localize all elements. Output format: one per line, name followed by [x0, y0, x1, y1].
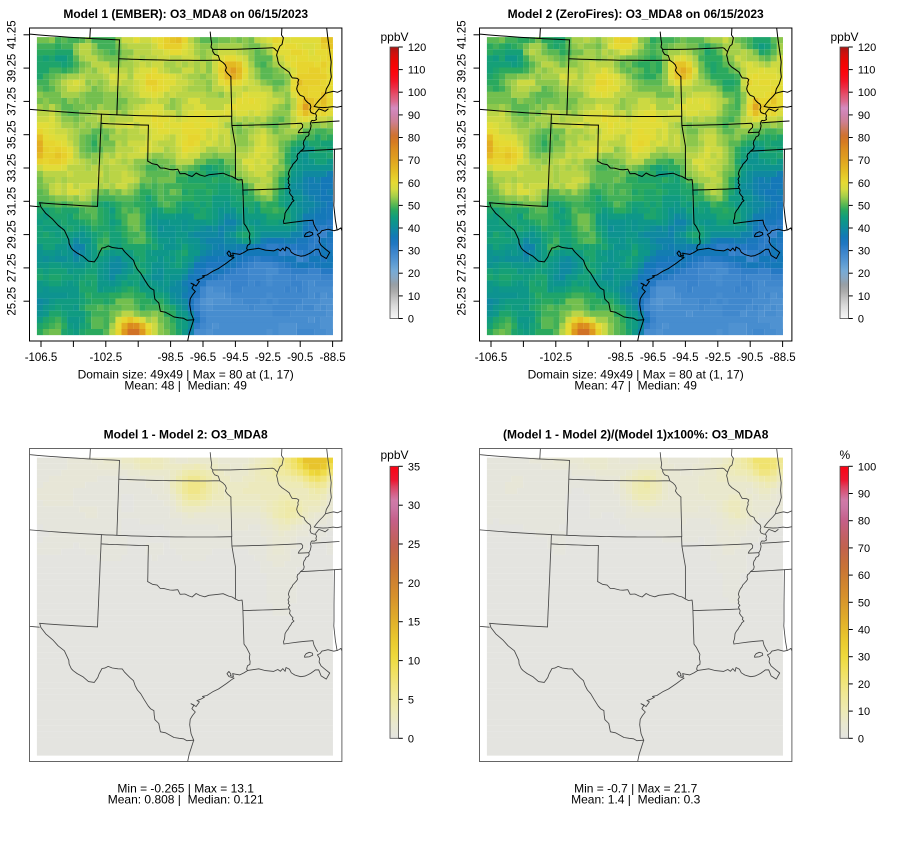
svg-text:37.25: 37.25: [7, 87, 19, 116]
svg-text:110: 110: [858, 65, 876, 77]
svg-text:80: 80: [858, 516, 870, 528]
svg-text:-94.5: -94.5: [672, 352, 698, 364]
svg-text:80: 80: [858, 133, 870, 145]
svg-text:10: 10: [858, 706, 870, 718]
svg-text:33.25: 33.25: [457, 154, 469, 183]
svg-text:25: 25: [408, 539, 420, 551]
svg-text:70: 70: [858, 155, 870, 167]
svg-text:-88.5: -88.5: [319, 352, 345, 364]
svg-text:-106.5: -106.5: [475, 352, 508, 364]
svg-text:50: 50: [858, 597, 870, 609]
svg-text:40: 40: [408, 223, 420, 235]
svg-text:20: 20: [408, 578, 420, 590]
svg-text:70: 70: [858, 543, 870, 555]
svg-text:0: 0: [408, 314, 414, 326]
svg-text:0: 0: [408, 733, 414, 745]
svg-text:60: 60: [858, 570, 870, 582]
svg-text:-102.5: -102.5: [89, 352, 122, 364]
svg-text:31.25: 31.25: [7, 187, 19, 216]
svg-text:Domain size: 49x49 | Max = 80: Domain size: 49x49 | Max = 80 at (1, 17): [528, 367, 744, 381]
svg-text:10: 10: [408, 291, 420, 303]
svg-text:90: 90: [408, 110, 420, 122]
svg-text:37.25: 37.25: [457, 87, 469, 116]
svg-text:5: 5: [408, 694, 414, 706]
svg-text:Domain size: 49x49 | Max = 80: Domain size: 49x49 | Max = 80 at (1, 17): [78, 367, 294, 381]
svg-text:%: %: [840, 448, 851, 462]
svg-text:27.25: 27.25: [457, 254, 469, 283]
svg-text:100: 100: [858, 461, 876, 473]
svg-text:ppbV: ppbV: [831, 30, 859, 44]
svg-text:10: 10: [408, 656, 420, 668]
svg-text:39.25: 39.25: [457, 54, 469, 83]
svg-text:100: 100: [408, 87, 426, 99]
svg-text:30: 30: [408, 246, 420, 258]
svg-text:90: 90: [858, 489, 870, 501]
svg-text:41.25: 41.25: [457, 20, 469, 49]
svg-text:Min = -0.265 | Max = 13.1: Min = -0.265 | Max = 13.1: [117, 781, 254, 795]
svg-text:35: 35: [408, 461, 420, 473]
svg-text:-94.5: -94.5: [222, 352, 248, 364]
svg-text:Mean: 47 | Median: 49: Mean: 47 | Median: 49: [574, 379, 697, 393]
svg-text:Model 2 (ZeroFires): O3_MDA8 o: Model 2 (ZeroFires): O3_MDA8 on 06/15/20…: [508, 7, 764, 21]
svg-text:Mean: 48 | Median: 49: Mean: 48 | Median: 49: [124, 379, 247, 393]
svg-text:10: 10: [858, 291, 870, 303]
svg-text:-90.5: -90.5: [737, 352, 763, 364]
svg-text:60: 60: [858, 178, 870, 190]
svg-text:-92.5: -92.5: [255, 352, 281, 364]
svg-text:35.25: 35.25: [7, 120, 19, 149]
svg-text:25.25: 25.25: [7, 287, 19, 316]
svg-text:ppbV: ppbV: [381, 30, 409, 44]
svg-text:-92.5: -92.5: [705, 352, 731, 364]
svg-text:-98.5: -98.5: [607, 352, 633, 364]
svg-text:33.25: 33.25: [7, 154, 19, 183]
svg-text:60: 60: [408, 178, 420, 190]
svg-text:-106.5: -106.5: [25, 352, 58, 364]
svg-text:-96.5: -96.5: [640, 352, 666, 364]
svg-text:120: 120: [858, 42, 876, 54]
svg-text:30: 30: [858, 652, 870, 664]
svg-text:40: 40: [858, 625, 870, 637]
svg-text:39.25: 39.25: [7, 54, 19, 83]
svg-text:-90.5: -90.5: [287, 352, 313, 364]
svg-text:20: 20: [858, 268, 870, 280]
svg-text:50: 50: [858, 200, 870, 212]
svg-text:-98.5: -98.5: [157, 352, 183, 364]
svg-text:20: 20: [858, 679, 870, 691]
svg-text:110: 110: [408, 65, 426, 77]
svg-text:100: 100: [858, 87, 876, 99]
svg-text:-102.5: -102.5: [539, 352, 572, 364]
svg-text:Min = -0.7 | Max = 21.7: Min = -0.7 | Max = 21.7: [574, 781, 698, 795]
svg-text:Model 1 - Model 2: O3_MDA8: Model 1 - Model 2: O3_MDA8: [104, 428, 268, 442]
svg-text:27.25: 27.25: [7, 254, 19, 283]
svg-text:Mean: 0.808 | Median: 0.121: Mean: 0.808 | Median: 0.121: [108, 792, 264, 806]
svg-text:30: 30: [858, 246, 870, 258]
svg-text:Mean: 1.4 | Median: 0.3: Mean: 1.4 | Median: 0.3: [571, 792, 701, 806]
svg-text:0: 0: [858, 314, 864, 326]
svg-text:29.25: 29.25: [7, 220, 19, 249]
svg-text:Model 1 (EMBER): O3_MDA8 on 06: Model 1 (EMBER): O3_MDA8 on 06/15/2023: [63, 7, 308, 21]
svg-text:30: 30: [408, 500, 420, 512]
svg-text:0: 0: [858, 733, 864, 745]
svg-text:70: 70: [408, 155, 420, 167]
svg-text:(Model 1 - Model 2)/(Model 1)x: (Model 1 - Model 2)/(Model 1)x100%: O3_M…: [503, 428, 769, 442]
svg-text:15: 15: [408, 617, 420, 629]
svg-text:120: 120: [408, 42, 426, 54]
svg-text:-96.5: -96.5: [190, 352, 216, 364]
svg-text:29.25: 29.25: [457, 220, 469, 249]
svg-text:80: 80: [408, 133, 420, 145]
svg-text:25.25: 25.25: [457, 287, 469, 316]
svg-text:-88.5: -88.5: [769, 352, 795, 364]
svg-text:31.25: 31.25: [457, 187, 469, 216]
svg-text:35.25: 35.25: [457, 120, 469, 149]
svg-text:ppbV: ppbV: [381, 448, 409, 462]
svg-text:40: 40: [858, 223, 870, 235]
svg-text:41.25: 41.25: [7, 20, 19, 49]
svg-text:50: 50: [408, 200, 420, 212]
svg-text:20: 20: [408, 268, 420, 280]
svg-text:90: 90: [858, 110, 870, 122]
